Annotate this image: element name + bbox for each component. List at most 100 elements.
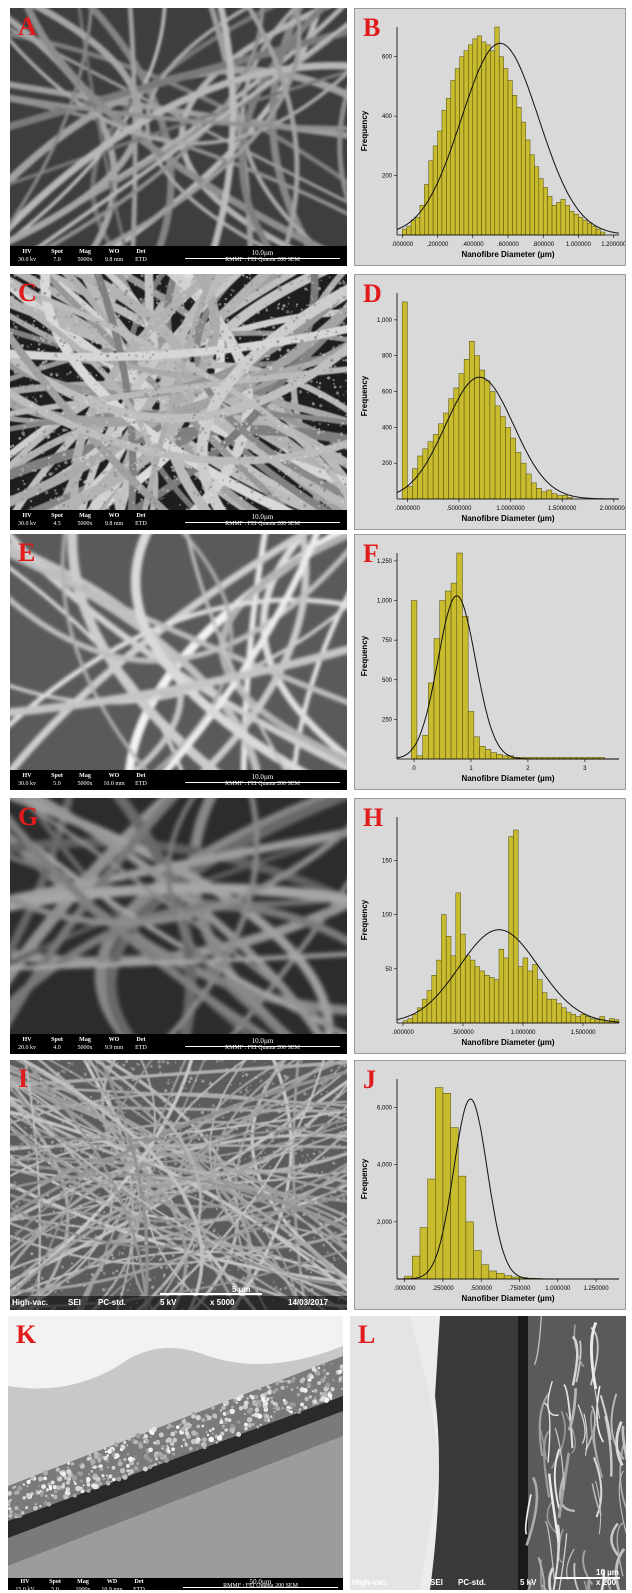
texture-grain	[160, 1172, 164, 1176]
texture-grain	[140, 274, 143, 276]
texture-grain	[331, 1182, 333, 1185]
texture-grain	[66, 419, 71, 423]
texture-grain	[235, 1208, 237, 1211]
texture-grain	[342, 463, 346, 467]
texture-grain	[109, 1137, 112, 1140]
texture-grain	[155, 386, 158, 389]
histogram-bar	[463, 359, 470, 500]
texture-grain	[85, 1233, 89, 1237]
texture-grain	[280, 1126, 283, 1129]
texture-grain	[260, 1224, 262, 1226]
texture-grain	[246, 308, 250, 312]
texture-grain	[226, 280, 228, 282]
texture-grain	[167, 448, 171, 452]
scale-bar-label: 10 µm	[596, 1568, 619, 1577]
histogram-bar	[432, 434, 439, 500]
texture-grain	[93, 1473, 98, 1478]
texture-grain	[30, 1189, 32, 1191]
texture-grain	[226, 1110, 230, 1114]
texture-grain	[278, 287, 283, 292]
texture-grain	[287, 497, 291, 501]
texture-grain	[113, 1176, 116, 1178]
texture-grain	[243, 1220, 246, 1223]
texture-grain	[113, 1150, 115, 1153]
texture-grain	[38, 290, 43, 295]
texture-grain	[272, 1418, 275, 1420]
texture-grain	[102, 1210, 106, 1214]
texture-grain	[93, 1115, 97, 1119]
texture-grain	[74, 1191, 77, 1194]
texture-grain	[21, 1071, 24, 1075]
texture-grain	[333, 299, 336, 302]
texture-grain	[76, 1170, 80, 1174]
texture-grain	[110, 1480, 113, 1483]
texture-grain	[76, 400, 78, 403]
texture-grain	[224, 1169, 228, 1173]
panel-label-h: H	[363, 803, 384, 832]
texture-grain	[220, 1418, 223, 1421]
texture-grain	[151, 274, 154, 276]
histogram-bar	[500, 416, 506, 500]
texture-grain	[98, 389, 101, 392]
texture-grain	[295, 305, 298, 308]
texture-grain	[77, 420, 79, 422]
texture-grain	[134, 446, 138, 451]
texture-grain	[232, 1431, 234, 1434]
texture-grain	[217, 408, 220, 412]
texture-grain	[56, 361, 59, 364]
texture-grain	[152, 389, 156, 393]
texture-grain	[67, 1234, 70, 1237]
histogram-bar	[536, 488, 542, 500]
texture-grain	[341, 321, 344, 324]
texture-grain	[25, 1506, 29, 1510]
histogram-bar	[424, 184, 429, 236]
texture-grain	[314, 287, 316, 289]
texture-grain	[295, 303, 299, 306]
texture-grain	[289, 1117, 292, 1120]
texture-grain	[230, 1424, 235, 1429]
texture-grain	[242, 274, 245, 277]
texture-grain	[320, 1082, 323, 1085]
texture-grain	[192, 422, 195, 424]
texture-grain	[55, 397, 58, 399]
texture-grain	[336, 1176, 339, 1178]
texture-grain	[55, 491, 58, 495]
texture-grain	[78, 1283, 82, 1287]
texture-grain	[238, 458, 240, 461]
texture-grain	[97, 1465, 100, 1468]
databar-hv-value: 15.0 kV	[15, 1587, 35, 1590]
texture-grain	[215, 1172, 220, 1177]
texture-grain	[113, 1160, 117, 1164]
texture-grain	[218, 455, 220, 457]
texture-grain	[315, 1169, 317, 1171]
texture-grain	[92, 1195, 94, 1197]
texture-grain	[230, 1083, 233, 1086]
texture-grain	[19, 384, 22, 387]
histogram-bar	[426, 990, 433, 1024]
texture-grain	[336, 1223, 339, 1225]
texture-grain	[180, 319, 183, 322]
fiber	[610, 1393, 625, 1460]
texture-grain	[175, 1091, 178, 1094]
texture-grain	[88, 483, 91, 486]
texture-grain	[307, 1093, 309, 1096]
texture-grain	[188, 277, 191, 280]
texture-grain	[189, 1069, 192, 1072]
texture-grain	[249, 283, 254, 287]
texture-grain	[248, 470, 251, 473]
texture-grain	[162, 1276, 165, 1279]
texture-grain	[223, 318, 226, 321]
histogram-bar	[439, 600, 446, 760]
texture-grain	[238, 387, 241, 390]
texture-grain	[154, 1221, 158, 1225]
texture-grain	[219, 1243, 223, 1247]
texture-grain	[243, 1400, 249, 1406]
texture-grain	[243, 1422, 248, 1427]
texture-grain	[117, 1143, 120, 1146]
texture-grain	[286, 310, 290, 314]
histogram-bar	[493, 979, 500, 1024]
histogram-bar	[587, 222, 592, 236]
texture-grain	[218, 1170, 220, 1173]
texture-grain	[156, 358, 160, 361]
texture-grain	[88, 417, 90, 420]
